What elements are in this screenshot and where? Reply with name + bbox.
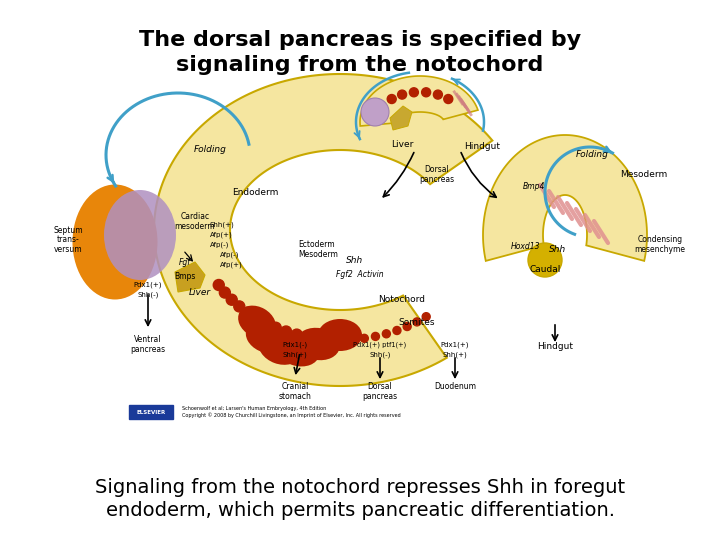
Text: Folding: Folding [575, 150, 608, 159]
FancyArrowPatch shape [552, 325, 558, 340]
Circle shape [251, 313, 262, 324]
Circle shape [433, 90, 442, 99]
Circle shape [422, 313, 430, 321]
Polygon shape [154, 74, 492, 386]
Circle shape [403, 322, 411, 330]
Circle shape [302, 332, 313, 342]
Text: Pdx1(+): Pdx1(+) [134, 282, 162, 288]
Ellipse shape [276, 334, 320, 367]
Circle shape [313, 333, 325, 344]
Text: Mesoderm: Mesoderm [620, 170, 667, 179]
Polygon shape [483, 135, 647, 261]
FancyArrowPatch shape [377, 358, 383, 377]
Ellipse shape [73, 185, 158, 300]
Text: The dorsal pancreas is specified by
signaling from the notochord: The dorsal pancreas is specified by sign… [139, 30, 581, 75]
Text: Dorsal
pancreas: Dorsal pancreas [420, 165, 454, 184]
Circle shape [393, 327, 401, 334]
Text: Condensing
mesenchyme: Condensing mesenchyme [634, 235, 685, 254]
Ellipse shape [318, 319, 362, 351]
Text: Ectoderm: Ectoderm [298, 240, 335, 249]
Text: Shh(+): Shh(+) [210, 222, 235, 228]
Text: Caudal: Caudal [529, 265, 561, 274]
Text: Pdx1(-): Pdx1(-) [282, 342, 307, 348]
Ellipse shape [238, 306, 276, 339]
Circle shape [226, 294, 237, 305]
Text: Bmp4: Bmp4 [523, 182, 545, 191]
Circle shape [270, 322, 282, 333]
FancyArrowPatch shape [383, 152, 414, 197]
Text: Notochord: Notochord [378, 295, 425, 304]
Circle shape [220, 287, 230, 298]
Text: Pdx1(+) ptf1(+): Pdx1(+) ptf1(+) [354, 342, 407, 348]
Text: Signaling from the notochord represses Shh in foregut
endoderm, which permits pa: Signaling from the notochord represses S… [95, 478, 625, 521]
Text: Septum
trans-
versum: Septum trans- versum [53, 226, 83, 254]
Circle shape [444, 94, 453, 104]
FancyArrowPatch shape [145, 295, 150, 326]
Text: Afp(+): Afp(+) [220, 262, 243, 268]
Text: Pdx1(+): Pdx1(+) [441, 342, 469, 348]
Text: Shh(+): Shh(+) [443, 352, 467, 359]
Circle shape [291, 329, 302, 340]
Text: Liver: Liver [391, 140, 413, 149]
Ellipse shape [246, 321, 284, 353]
Circle shape [360, 334, 369, 342]
FancyArrowPatch shape [185, 252, 192, 261]
Circle shape [528, 243, 562, 277]
Circle shape [336, 334, 347, 346]
Circle shape [372, 333, 379, 340]
Circle shape [325, 334, 336, 345]
Text: Hoxd13: Hoxd13 [511, 242, 541, 251]
Text: Hindgut: Hindgut [464, 142, 500, 151]
Text: Dorsal
pancreas: Dorsal pancreas [362, 382, 397, 401]
Text: Duodenum: Duodenum [434, 382, 476, 391]
FancyArrowPatch shape [294, 355, 300, 374]
Text: Cranial
stomach: Cranial stomach [279, 382, 312, 401]
FancyArrowPatch shape [452, 358, 458, 377]
Circle shape [261, 318, 271, 329]
Text: Liver: Liver [189, 288, 211, 297]
Text: Cardiac
mesoderm: Cardiac mesoderm [175, 212, 215, 231]
Circle shape [413, 318, 421, 326]
Text: Bmps: Bmps [174, 272, 196, 281]
Circle shape [382, 330, 390, 338]
FancyBboxPatch shape [129, 405, 173, 419]
Circle shape [349, 335, 357, 343]
Text: Folding: Folding [194, 145, 226, 154]
Text: Shh(-): Shh(-) [138, 292, 158, 299]
Text: Mesoderm: Mesoderm [298, 250, 338, 259]
Circle shape [281, 326, 292, 337]
Text: Hindgut: Hindgut [537, 342, 573, 351]
FancyArrowPatch shape [461, 153, 496, 197]
Circle shape [361, 98, 389, 126]
Text: Shh: Shh [549, 245, 567, 254]
Circle shape [387, 94, 396, 104]
Circle shape [242, 307, 253, 318]
Polygon shape [390, 106, 412, 130]
Text: Afp(+): Afp(+) [210, 232, 233, 239]
Text: Ventral
pancreas: Ventral pancreas [130, 335, 166, 354]
Text: Afp(-): Afp(-) [220, 252, 239, 259]
Text: Endoderm: Endoderm [232, 188, 278, 197]
Polygon shape [175, 262, 205, 292]
Ellipse shape [296, 328, 340, 360]
Polygon shape [360, 76, 478, 126]
Text: Shh: Shh [346, 256, 364, 265]
Text: Fgf2  Activin: Fgf2 Activin [336, 270, 384, 279]
Text: Fgf: Fgf [179, 258, 191, 267]
Ellipse shape [258, 331, 302, 365]
Text: Somites: Somites [398, 318, 434, 327]
Ellipse shape [104, 190, 176, 280]
Text: Shh(+): Shh(+) [283, 352, 307, 359]
Text: ELSEVIER: ELSEVIER [136, 409, 166, 415]
Circle shape [213, 280, 224, 291]
Circle shape [397, 90, 407, 99]
Text: Schoenwolf et al; Larsen's Human Embryology, 4th Edition
Copyright © 2008 by Chu: Schoenwolf et al; Larsen's Human Embryol… [182, 406, 401, 418]
Text: Shh(-): Shh(-) [369, 352, 391, 359]
Circle shape [234, 301, 245, 312]
Text: Afp(-): Afp(-) [210, 242, 230, 248]
Circle shape [410, 88, 418, 97]
Circle shape [422, 88, 431, 97]
